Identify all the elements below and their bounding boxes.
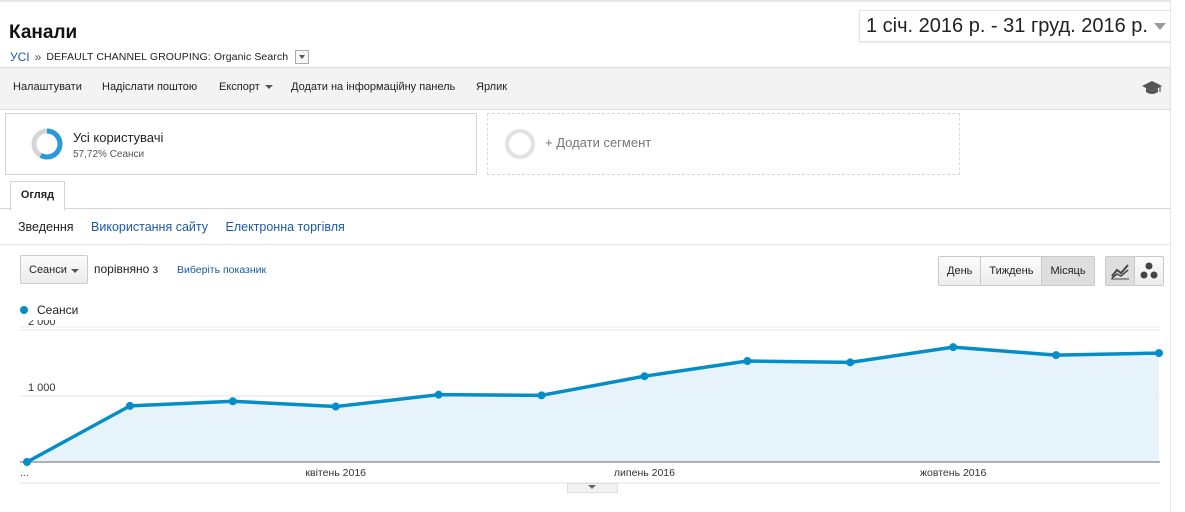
graduation-cap-icon[interactable]: [1142, 80, 1162, 96]
date-range-picker[interactable]: 1 січ. 2016 р. - 31 груд. 2016 р.: [858, 10, 1173, 42]
add-segment-label: + Додати сегмент: [545, 135, 652, 150]
chevron-down-icon: [264, 85, 273, 90]
breadcrumb: УСІ » DEFAULT CHANNEL GROUPING: Organic …: [10, 50, 310, 64]
metric-select[interactable]: Сеанси: [20, 255, 88, 284]
segment-card-all-users[interactable]: Усі користувачі 57,72% Сеанси: [5, 113, 477, 175]
x-tick-label: квітень 2016: [305, 467, 366, 479]
export-button[interactable]: Експорт: [219, 81, 273, 93]
report-toolbar: Налаштувати Надіслати поштою Експорт Дод…: [0, 67, 1185, 110]
period-week-button[interactable]: Тиждень: [981, 257, 1043, 285]
breadcrumb-separator: »: [34, 50, 42, 64]
customize-button[interactable]: Налаштувати: [13, 81, 82, 93]
data-point: [228, 397, 237, 406]
data-point: [434, 390, 443, 399]
data-point: [1155, 349, 1163, 358]
empty-segment-ring-icon: [505, 129, 535, 159]
metric-select-value: Сеанси: [29, 264, 67, 276]
export-label: Експорт: [219, 81, 260, 93]
email-button[interactable]: Надіслати поштою: [102, 81, 198, 93]
period-toggle-group: День Тиждень Місяць: [938, 256, 1095, 286]
breadcrumb-current: DEFAULT CHANNEL GROUPING: Organic Search: [46, 51, 289, 63]
date-range-label: 1 січ. 2016 р. - 31 груд. 2016 р.: [865, 15, 1148, 37]
data-point: [331, 402, 340, 411]
y-tick-label: 1 000: [28, 382, 56, 394]
period-month-button[interactable]: Місяць: [1042, 257, 1094, 285]
page-title: Канали: [9, 22, 78, 43]
data-point: [640, 372, 649, 381]
bubble-chart-icon: [1140, 262, 1158, 279]
breadcrumb-all-link[interactable]: УСІ: [10, 50, 30, 64]
add-to-dashboard-button[interactable]: Додати на інформаційну панель: [291, 81, 456, 93]
series-line: [26, 345, 1160, 464]
top-border: [0, 0, 1185, 2]
subtab-bar: Зведення Використання сайту Електронна т…: [18, 220, 359, 234]
data-point: [949, 343, 958, 352]
series-area: [27, 347, 1159, 462]
data-point: [23, 458, 31, 466]
period-day-button[interactable]: День: [939, 257, 982, 285]
data-point: [1052, 351, 1061, 360]
compare-label: порівняно з: [94, 262, 159, 276]
tab-bar-border: [0, 208, 1185, 209]
tab-overview[interactable]: Огляд: [10, 181, 65, 211]
x-tick-label: жовтень 2016: [920, 467, 986, 479]
add-segment-card[interactable]: + Додати сегмент: [487, 113, 960, 175]
chart-collapse-handle[interactable]: [567, 483, 618, 493]
segment-donut-icon: [31, 128, 63, 160]
chevron-down-icon: [1154, 23, 1166, 30]
sessions-chart: 1 000 2 000... квітень 2016 липень 2016 жовт…: [20, 320, 1163, 484]
x-tick-label: ...: [20, 467, 29, 479]
legend-swatch: [20, 306, 28, 314]
subtab-summary[interactable]: Зведення: [18, 220, 74, 234]
x-tick-label: липень 2016: [614, 467, 675, 479]
choose-metric-link[interactable]: Виберіть показник: [177, 264, 267, 276]
scrollbar[interactable]: [1170, 0, 1185, 512]
line-chart-icon: [1111, 264, 1129, 280]
chevron-down-icon: [71, 269, 79, 273]
data-point: [846, 358, 855, 367]
data-point: [743, 357, 752, 366]
segment-name: Усі користувачі: [73, 130, 164, 145]
breadcrumb-dropdown-icon[interactable]: [295, 50, 310, 64]
y-tick-label: 2 000: [28, 320, 56, 328]
divider: [0, 244, 1185, 245]
subtab-site-usage[interactable]: Використання сайту: [91, 220, 208, 234]
line-chart-toggle[interactable]: [1105, 256, 1135, 286]
data-point: [125, 401, 134, 410]
shortcut-button[interactable]: Ярлик: [476, 81, 508, 93]
segment-share: 57,72% Сеанси: [73, 149, 145, 160]
motion-chart-toggle[interactable]: [1134, 256, 1164, 286]
chart-legend: Сеанси: [20, 303, 78, 317]
legend-label: Сеанси: [37, 303, 79, 317]
data-point: [537, 391, 546, 400]
subtab-ecommerce[interactable]: Електронна торгівля: [225, 220, 345, 234]
